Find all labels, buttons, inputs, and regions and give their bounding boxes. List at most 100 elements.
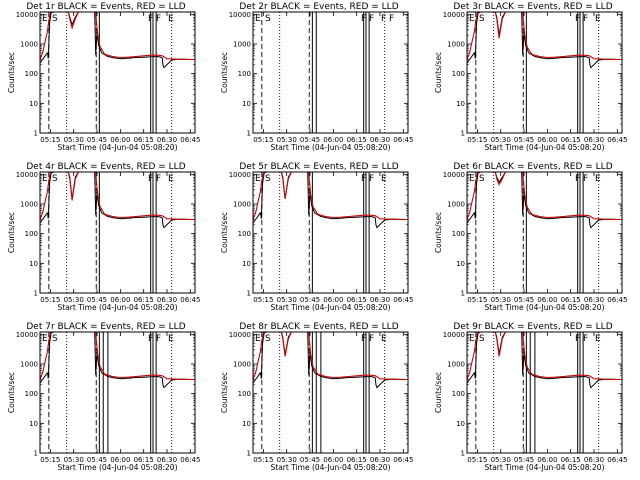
detector-panel: Det 8r BLACK = Events, RED = LLD 1 10 100 10… <box>213 320 426 480</box>
panel-title: Det 5r BLACK = Events, RED = LLD <box>240 162 399 172</box>
x-tick-label: 05:15 <box>40 296 60 304</box>
flag-label: F <box>369 334 374 344</box>
x-tick-label: 05:45 <box>514 456 534 464</box>
x-tick-label: 05:15 <box>254 456 274 464</box>
y-tick-label: 100 <box>238 390 251 398</box>
plot-content <box>466 12 622 133</box>
y-tick-label: 1000 <box>233 361 251 369</box>
y-tick-label: 1 <box>247 290 251 298</box>
plot-content <box>40 12 195 133</box>
flag-label: F <box>361 174 366 184</box>
y-axis-label: Counts/sec <box>7 372 16 413</box>
x-tick-label: 06:00 <box>537 296 557 304</box>
plot-frame <box>466 171 623 294</box>
panel-title: Det 6r BLACK = Events, RED = LLD <box>453 162 612 172</box>
flag-label: S <box>265 174 271 184</box>
x-tick-label: 06:15 <box>560 136 580 144</box>
x-tick-label: 06:45 <box>180 296 200 304</box>
panel-title: Det 3r BLACK = Events, RED = LLD <box>453 2 612 12</box>
y-tick-label: 1000 <box>20 361 38 369</box>
x-tick-label: 06:00 <box>324 136 344 144</box>
detector-panel: Det 6r BLACK = Events, RED = LLD 1 10 100 10… <box>427 160 640 320</box>
x-axis-label: Start Time (04-Jun-04 05:08:20) <box>58 143 178 152</box>
x-tick-label: 06:30 <box>370 296 390 304</box>
x-tick-label: 05:45 <box>300 136 320 144</box>
y-tick-label: 10 <box>242 100 251 108</box>
flag-label: S <box>265 334 271 344</box>
plot-content <box>466 172 622 293</box>
x-axis-label: Start Time (04-Jun-04 05:08:20) <box>484 143 604 152</box>
x-tick-label: 05:15 <box>254 136 274 144</box>
y-tick-label: 10 <box>456 260 465 268</box>
x-tick-label: 06:45 <box>394 296 414 304</box>
flag-label: F <box>156 14 161 24</box>
plot-content <box>253 172 409 293</box>
x-tick-label: 06:30 <box>584 456 604 464</box>
x-tick-label: 05:45 <box>87 456 107 464</box>
flag-label: F <box>156 174 161 184</box>
detector-panel: Det 4r BLACK = Events, RED = LLD 1 10 100 10… <box>0 160 213 320</box>
y-tick-label: 1 <box>460 130 464 138</box>
flag-label: F <box>361 14 366 24</box>
x-tick-label: 05:45 <box>87 296 107 304</box>
x-tick-label: 06:15 <box>134 136 154 144</box>
flag-label: S <box>479 174 485 184</box>
y-tick-label: 1 <box>460 450 464 458</box>
detector-panel: Det 5r BLACK = Events, RED = LLD 1 10 100 10… <box>213 160 426 320</box>
flag-label: E <box>595 174 601 184</box>
flag-label: S <box>265 14 271 24</box>
y-axis-label: Counts/sec <box>220 52 229 93</box>
x-tick-label: 05:45 <box>300 296 320 304</box>
x-tick-label: 06:45 <box>607 456 627 464</box>
x-tick-label: 06:15 <box>347 136 367 144</box>
x-tick-label: 05:15 <box>467 136 487 144</box>
y-tick-label: 10000 <box>16 171 38 179</box>
y-tick-label: 1000 <box>447 41 465 49</box>
x-tick-label: 06:00 <box>324 456 344 464</box>
x-tick-label: 06:00 <box>537 456 557 464</box>
panel-title: Det 1r BLACK = Events, RED = LLD <box>26 2 185 12</box>
x-tick-label: 06:30 <box>370 136 390 144</box>
flag-label: E <box>168 334 174 344</box>
y-tick-label: 10000 <box>442 11 464 19</box>
panel-title: Det 7r BLACK = Events, RED = LLD <box>26 322 185 332</box>
x-tick-label: 05:45 <box>514 296 534 304</box>
y-tick-label: 1 <box>460 290 464 298</box>
flag-label: F <box>575 14 580 24</box>
y-tick-label: 10 <box>242 260 251 268</box>
y-tick-label: 10 <box>456 100 465 108</box>
flag-label: S <box>52 174 58 184</box>
y-tick-label: 100 <box>25 70 38 78</box>
detector-plot: Det 4r BLACK = Events, RED = LLD 1 10 100 10… <box>7 162 200 312</box>
y-tick-label: 1 <box>247 130 251 138</box>
detector-panel: Det 2r BLACK = Events, RED = LLD 1 10 100 10… <box>213 0 426 160</box>
flag-label: F <box>575 334 580 344</box>
detector-plot: Det 5r BLACK = Events, RED = LLD 1 10 100 10… <box>220 162 414 312</box>
x-tick-label: 06:45 <box>180 136 200 144</box>
x-tick-label: 05:30 <box>490 456 510 464</box>
flag-label: S <box>52 14 58 24</box>
flag-label: F <box>575 174 580 184</box>
y-tick-label: 10 <box>29 260 38 268</box>
y-tick-label: 100 <box>238 230 251 238</box>
flag-label: E <box>595 334 601 344</box>
y-tick-label: 1 <box>34 130 38 138</box>
y-tick-label: 10000 <box>442 331 464 339</box>
y-axis-label: Counts/sec <box>7 52 16 93</box>
x-tick-label: 05:45 <box>87 136 107 144</box>
detector-plot: Det 8r BLACK = Events, RED = LLD 1 10 100 10… <box>220 322 413 472</box>
y-axis-label: Counts/sec <box>434 372 443 413</box>
x-tick-label: 06:15 <box>347 456 367 464</box>
flag-label: E <box>469 334 475 344</box>
flag-label: E <box>255 334 261 344</box>
y-tick-label: 1000 <box>447 201 465 209</box>
y-tick-label: 1000 <box>233 41 251 49</box>
y-tick-label: 100 <box>25 230 38 238</box>
detector-plot: Det 1r BLACK = Events, RED = LLD 1 10 100 10… <box>7 2 200 152</box>
flag-label: E <box>168 14 174 24</box>
y-tick-label: 10000 <box>229 11 251 19</box>
x-axis-label: Start Time (04-Jun-04 05:08:20) <box>484 303 604 312</box>
x-tick-label: 06:00 <box>324 296 344 304</box>
x-tick-label: 06:30 <box>157 456 177 464</box>
